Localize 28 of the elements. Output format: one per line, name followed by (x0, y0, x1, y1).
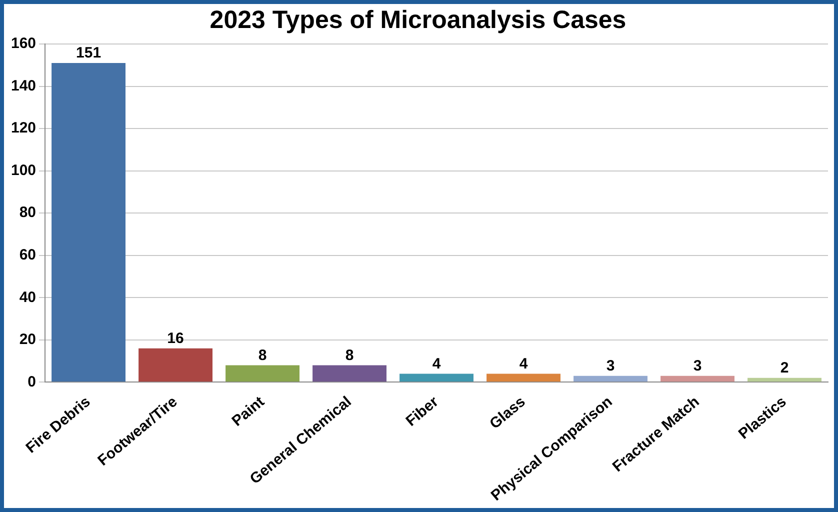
data-label: 2 (780, 360, 789, 377)
y-tick-label: 60 (19, 246, 36, 264)
data-label: 3 (606, 357, 615, 374)
y-tick-label: 80 (19, 204, 36, 222)
y-tick-label: 120 (10, 120, 36, 137)
bar (138, 348, 212, 382)
data-label: 4 (519, 355, 528, 372)
bar (312, 365, 386, 382)
data-label: 3 (693, 357, 702, 374)
data-label: 4 (432, 355, 442, 372)
y-tick-label: 100 (10, 162, 36, 179)
bar (52, 63, 126, 382)
data-label: 8 (345, 346, 354, 364)
y-tick-label: 160 (10, 35, 36, 52)
y-tick-label: 40 (19, 288, 36, 306)
y-tick-label: 20 (19, 331, 36, 348)
data-label: 16 (167, 330, 184, 347)
bar (748, 378, 822, 382)
y-tick-label: 0 (28, 373, 36, 390)
bar (486, 374, 560, 382)
data-label: 151 (76, 44, 102, 62)
bar (660, 376, 734, 382)
chart-title: 2023 Types of Microanalysis Cases (210, 6, 626, 34)
bar (400, 374, 474, 382)
bar (574, 376, 648, 382)
bar (226, 365, 300, 382)
data-label: 8 (258, 346, 267, 364)
y-tick-label: 140 (10, 77, 36, 94)
